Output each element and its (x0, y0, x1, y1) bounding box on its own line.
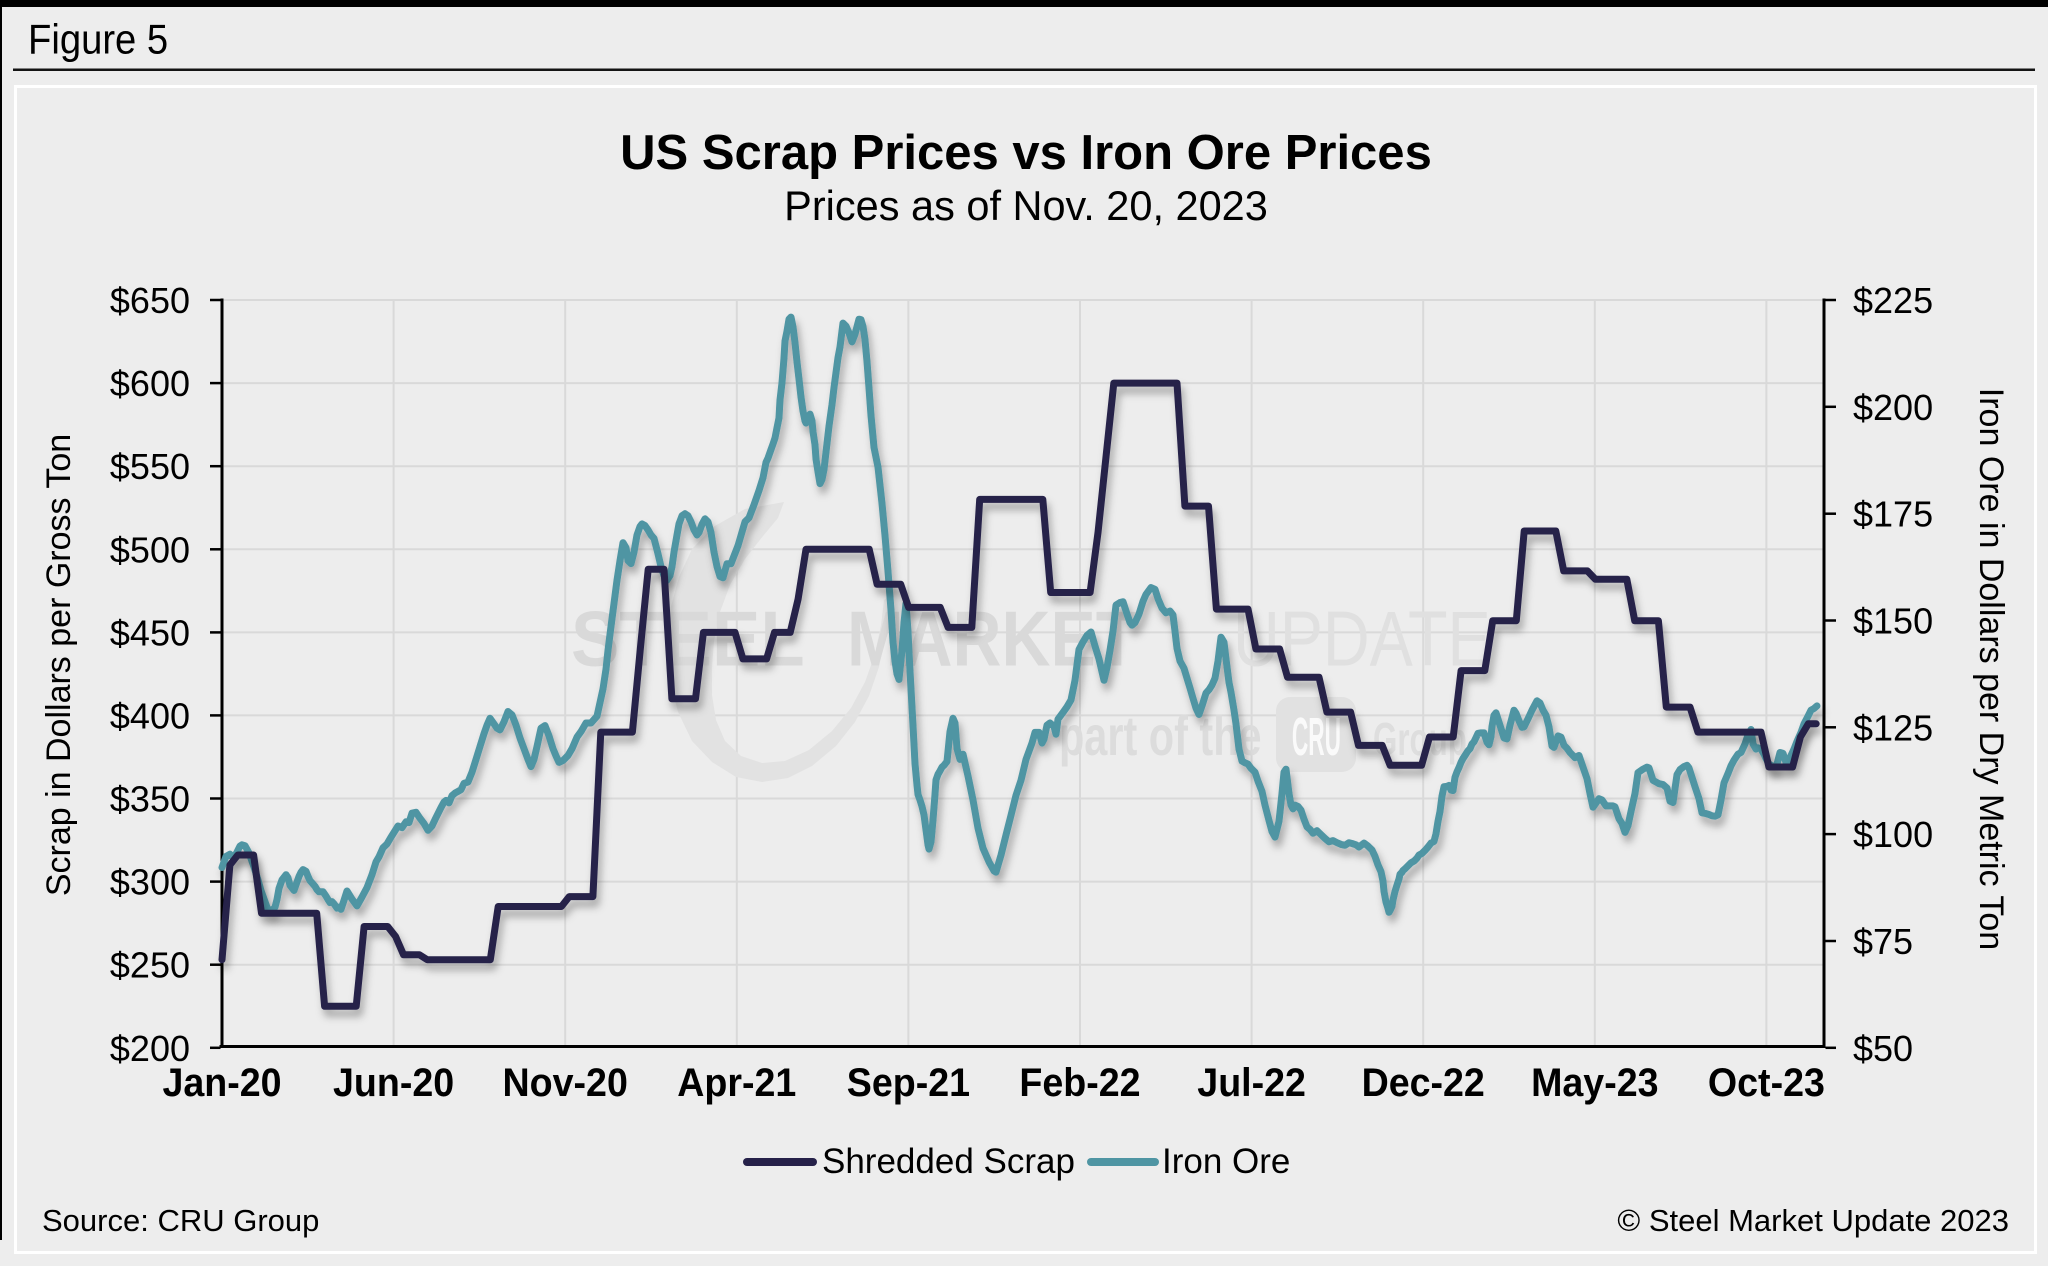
svg-text:part of the: part of the (1059, 705, 1262, 768)
svg-text:$400: $400 (110, 695, 190, 736)
svg-text:$250: $250 (110, 945, 190, 986)
svg-text:Apr-21: Apr-21 (677, 1061, 796, 1105)
svg-text:Figure 5: Figure 5 (28, 16, 168, 63)
svg-text:$300: $300 (110, 862, 190, 903)
svg-text:$200: $200 (110, 1028, 190, 1069)
svg-text:$50: $50 (1853, 1028, 1913, 1069)
svg-text:Source: CRU Group: Source: CRU Group (42, 1203, 319, 1238)
svg-text:Jan-20: Jan-20 (162, 1061, 281, 1105)
svg-text:Sep-21: Sep-21 (847, 1061, 970, 1105)
svg-text:US Scrap Prices vs Iron Ore Pr: US Scrap Prices vs Iron Ore Prices (620, 126, 1432, 180)
svg-text:© Steel Market Update 2023: © Steel Market Update 2023 (1617, 1203, 2009, 1238)
svg-text:$225: $225 (1853, 280, 1933, 321)
svg-text:$500: $500 (110, 529, 190, 570)
svg-text:Iron Ore: Iron Ore (1162, 1142, 1290, 1181)
svg-text:$75: $75 (1853, 921, 1913, 962)
svg-text:$100: $100 (1853, 814, 1933, 855)
svg-text:Dec-22: Dec-22 (1362, 1061, 1485, 1105)
svg-text:Iron Ore in Dollars per Dry Me: Iron Ore in Dollars per Dry Metric Ton (1972, 388, 2010, 950)
svg-text:$175: $175 (1853, 494, 1933, 535)
svg-text:$200: $200 (1853, 387, 1933, 428)
svg-text:Prices as of Nov. 20, 2023: Prices as of Nov. 20, 2023 (784, 182, 1268, 229)
svg-text:$600: $600 (110, 363, 190, 404)
svg-text:CRU: CRU (1292, 707, 1341, 767)
svg-text:Oct-23: Oct-23 (1708, 1061, 1825, 1105)
svg-text:Nov-20: Nov-20 (503, 1061, 628, 1105)
svg-text:Shredded Scrap: Shredded Scrap (822, 1142, 1075, 1181)
svg-text:$650: $650 (110, 280, 190, 321)
svg-text:Feb-22: Feb-22 (1019, 1061, 1140, 1105)
svg-text:$125: $125 (1853, 707, 1933, 748)
svg-text:Jun-20: Jun-20 (333, 1061, 454, 1105)
svg-text:$450: $450 (110, 612, 190, 653)
svg-text:$550: $550 (110, 446, 190, 487)
svg-text:$150: $150 (1853, 601, 1933, 642)
svg-text:Scrap in Dollars per Gross Ton: Scrap in Dollars per Gross Ton (40, 434, 78, 896)
svg-text:May-23: May-23 (1531, 1061, 1658, 1105)
svg-text:UPDATE: UPDATE (1233, 596, 1491, 683)
svg-text:$350: $350 (110, 779, 190, 820)
svg-text:Jul-22: Jul-22 (1197, 1061, 1306, 1105)
